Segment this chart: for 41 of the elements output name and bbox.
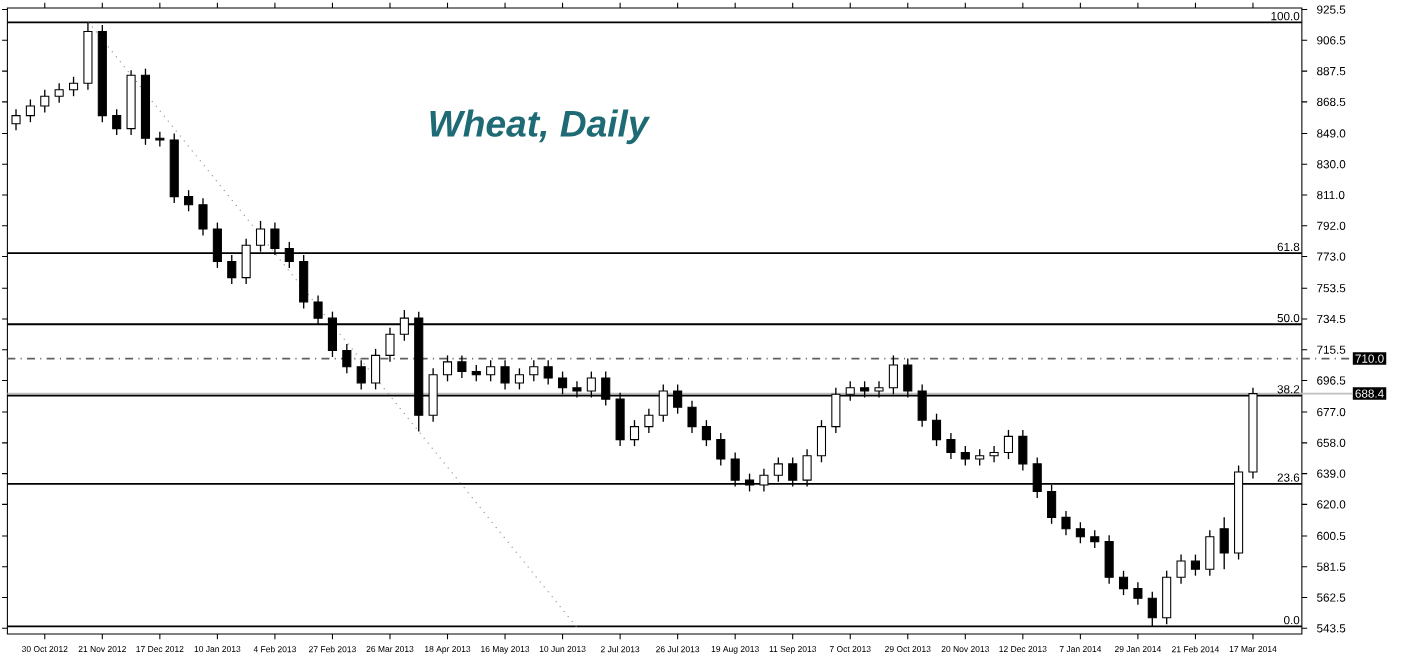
candlestick <box>198 197 208 236</box>
candlestick <box>1219 516 1229 570</box>
candlestick <box>1061 509 1071 536</box>
candlestick <box>1018 428 1028 471</box>
candlestick <box>529 359 539 382</box>
candlestick <box>155 130 165 147</box>
candlestick <box>25 98 35 123</box>
candlestick <box>486 359 496 382</box>
candlestick <box>1205 529 1215 577</box>
candlestick <box>457 354 467 379</box>
candlestick <box>1133 581 1143 606</box>
candlestick <box>989 445 999 463</box>
candlestick <box>184 189 194 212</box>
candlestick <box>946 432 956 460</box>
candlestick <box>701 419 711 447</box>
candlestick <box>816 419 827 463</box>
candlestick <box>40 88 50 113</box>
candlestick <box>11 108 21 131</box>
candlestick <box>543 359 553 385</box>
candlestick <box>1118 569 1129 596</box>
text: Wheat, Daily <box>430 109 651 144</box>
candlestick <box>1190 553 1200 577</box>
candlestick <box>644 407 654 434</box>
candlestick <box>68 75 79 97</box>
candlestick <box>500 359 510 390</box>
candlestick <box>356 359 366 390</box>
candlestick <box>54 82 64 104</box>
candlestick <box>112 108 122 136</box>
candlestick <box>716 432 726 466</box>
candlestick <box>1176 553 1186 585</box>
candlestick <box>960 445 970 466</box>
candlestick <box>1075 521 1085 544</box>
candlestick <box>371 347 381 390</box>
candlestick <box>687 399 697 434</box>
candlestick <box>629 419 640 447</box>
candlestick <box>1104 534 1114 585</box>
candlestick <box>514 367 524 390</box>
candlestick <box>931 412 942 447</box>
candlestick <box>342 343 352 374</box>
candlestick <box>1003 428 1014 460</box>
candlestick <box>442 354 453 382</box>
